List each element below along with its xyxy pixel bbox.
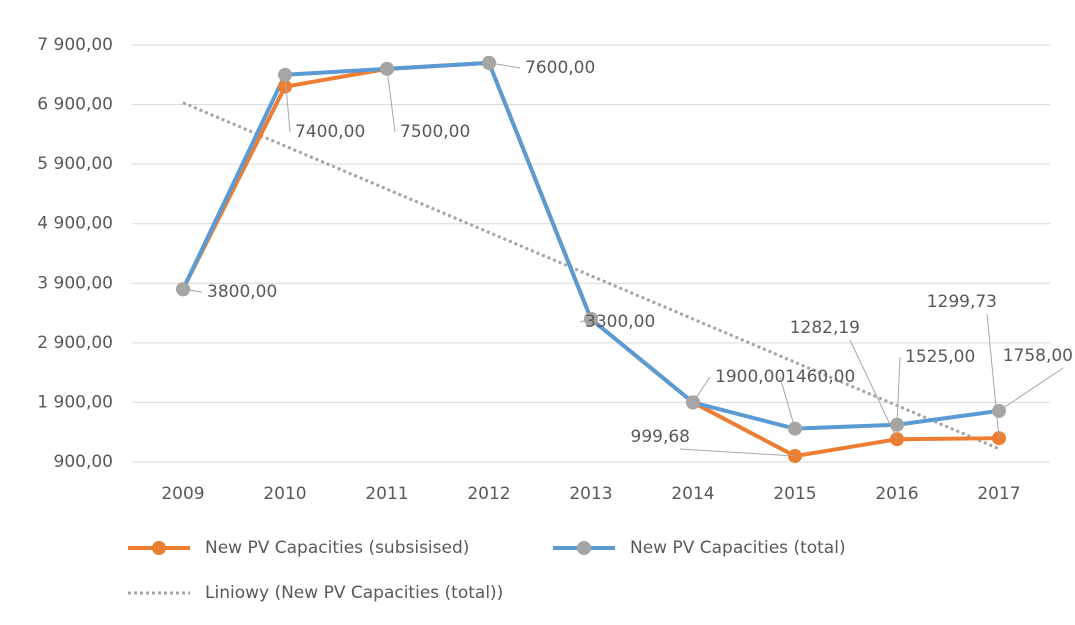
data-label: 3300,00: [585, 312, 655, 332]
leader-line: [986, 313, 1000, 439]
leader-line: [488, 62, 521, 69]
x-tick-label: 2014: [671, 484, 714, 504]
data-label: 7400,00: [295, 122, 365, 142]
data-label: 1282,19: [790, 318, 860, 338]
leader-line: [779, 376, 796, 429]
data-label: 1299,73: [927, 292, 997, 312]
x-tick-label: 2013: [569, 484, 612, 504]
x-tick-label: 2015: [773, 484, 816, 504]
data-label: 7600,00: [525, 58, 595, 78]
y-tick-label: 3 900,00: [37, 273, 113, 293]
legend-marker: [152, 541, 166, 555]
marker: [278, 79, 292, 94]
leader-line: [182, 288, 203, 293]
y-tick-label: 6 900,00: [37, 95, 113, 115]
legend-label: Liniowy (New PV Capacities (total)): [205, 583, 503, 603]
leader-line: [679, 448, 796, 457]
x-tick-label: 2010: [263, 484, 306, 504]
y-tick-label: 4 900,00: [37, 214, 113, 234]
leader-line: [896, 356, 901, 425]
y-tick-label: 900,00: [54, 452, 113, 472]
leader-line: [386, 68, 396, 133]
legend-label: New PV Capacities (total): [630, 538, 846, 558]
leader-line: [579, 318, 592, 323]
legend-label: New PV Capacities (subsisised): [205, 538, 469, 558]
x-tick-label: 2012: [467, 484, 510, 504]
y-tick-label: 7 900,00: [37, 35, 113, 55]
data-label: 1758,00: [1003, 346, 1073, 366]
data-label: 3800,00: [207, 282, 277, 302]
x-tick-label: 2009: [161, 484, 204, 504]
trendline: [182, 101, 1000, 451]
data-label: 1900,00: [715, 367, 785, 387]
y-tick-label: 1 900,00: [37, 392, 113, 412]
leader-line: [849, 339, 898, 440]
x-tick-label: 2011: [365, 484, 408, 504]
data-label: 1460,00: [785, 367, 855, 387]
x-tick-label: 2017: [977, 484, 1020, 504]
y-tick-label: 5 900,00: [37, 154, 113, 174]
data-label: 1525,00: [905, 347, 975, 367]
leader-line: [692, 376, 711, 403]
leader-line: [284, 74, 291, 133]
x-tick-label: 2016: [875, 484, 918, 504]
y-tick-label: 2 900,00: [37, 333, 113, 353]
data-label: 7500,00: [400, 122, 470, 142]
data-label: 999,68: [631, 427, 690, 447]
leader-line: [998, 367, 1064, 412]
legend-marker: [577, 541, 591, 555]
